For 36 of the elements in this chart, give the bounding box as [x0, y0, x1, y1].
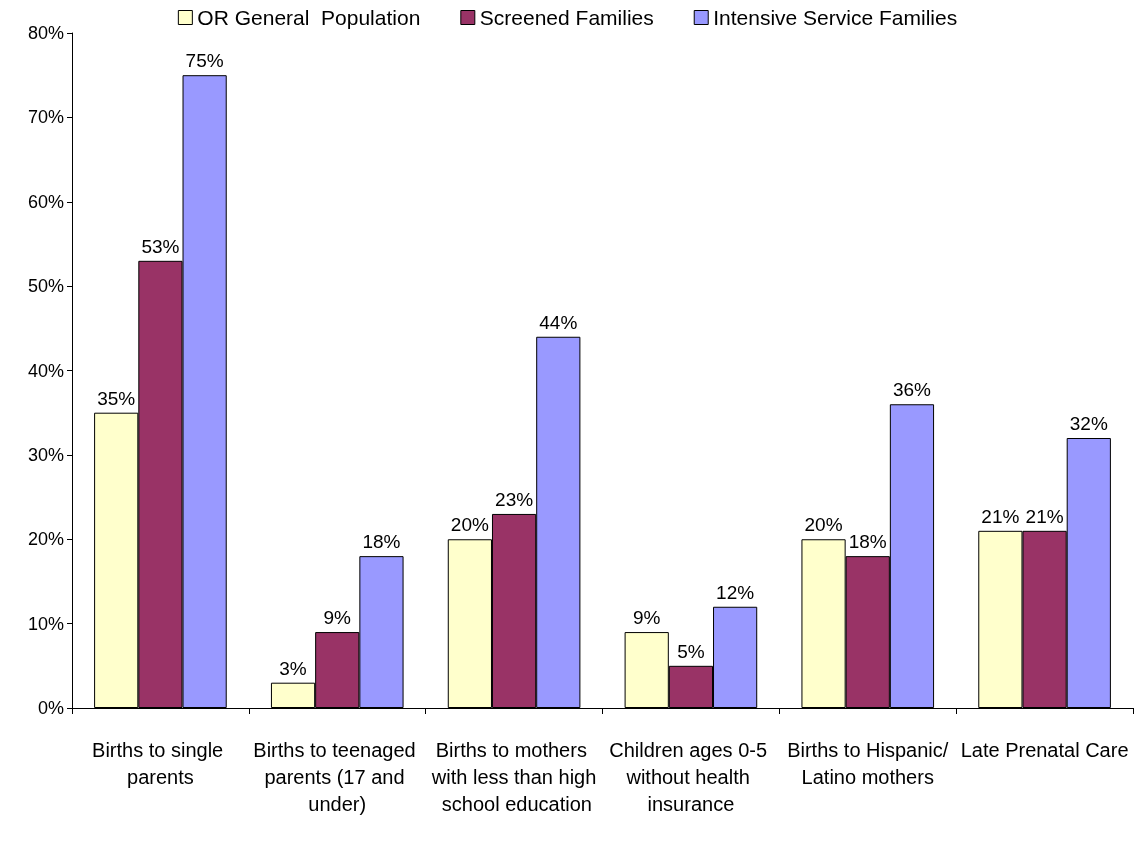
x-tick-label: Births to mothers with less than high school education [430, 738, 597, 815]
y-tick-label: 10% [27, 613, 64, 634]
data-label: 32% [1069, 413, 1108, 434]
legend-label: Screened Families [479, 6, 654, 29]
y-tick-label: 20% [27, 529, 64, 550]
y-tick-label: 40% [27, 360, 64, 381]
data-label: 21% [981, 505, 1020, 527]
legend-label: OR General Population [197, 6, 421, 29]
data-label: 18% [848, 531, 887, 553]
data-label: 23% [495, 488, 534, 510]
data-label: 53% [141, 235, 180, 257]
data-label: 18% [362, 531, 401, 553]
y-tick-label: 70% [27, 107, 64, 128]
x-tick-label: Births to teenaged parents (17 and under) [253, 738, 422, 815]
data-label: 5% [677, 640, 705, 662]
data-label: 75% [185, 50, 224, 72]
y-tick-label: 30% [27, 444, 64, 465]
y-tick-label: 50% [27, 276, 64, 297]
data-label: 9% [323, 607, 352, 629]
data-label: 36% [892, 379, 932, 401]
data-label: 21% [1025, 505, 1064, 527]
y-tick-label: 80% [27, 23, 64, 43]
x-tick-label: Children ages 0-5 without health insurance [609, 738, 773, 815]
y-tick-label: 60% [27, 191, 64, 212]
data-label: 35% [97, 387, 136, 409]
x-tick-label: Late Prenatal Care [960, 738, 1129, 761]
data-label: 44% [539, 311, 578, 333]
legend-label: Intensive Service Families [713, 6, 958, 29]
data-label: 3% [279, 657, 307, 679]
data-label: 12% [716, 581, 755, 603]
x-tick-label: Births to single parents [92, 738, 229, 788]
data-label: 20% [450, 514, 489, 536]
data-label: 20% [804, 514, 843, 536]
y-tick-label: 0% [37, 698, 64, 718]
data-label: 9% [632, 607, 661, 629]
x-tick-label: Births to Hispanic/Latino mothers [787, 738, 949, 788]
